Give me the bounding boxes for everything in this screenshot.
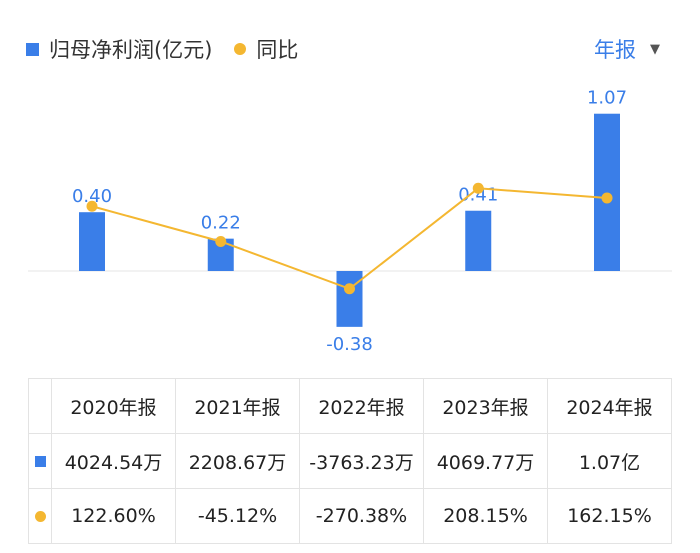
profit-chart: 0.400.22-0.380.411.07 xyxy=(28,88,672,355)
profit-cell: 1.07亿 xyxy=(547,433,672,489)
table-corner-cell xyxy=(28,378,52,434)
header-cell: 2024年报 xyxy=(547,378,672,434)
line-legend-label: 同比 xyxy=(256,38,299,62)
yoy-row-marker xyxy=(28,488,52,544)
bar-legend-label: 归母净利润(亿元) xyxy=(49,38,213,62)
yoy-point xyxy=(215,235,227,247)
yoy-row: 122.60% -45.12% -270.38% 208.15% 162.15% xyxy=(28,488,672,544)
profit-bar xyxy=(79,212,105,271)
profit-bar xyxy=(336,271,363,327)
period-selector[interactable]: 年报 ▼ xyxy=(594,34,660,64)
yoy-point xyxy=(86,200,98,212)
profit-cell: -3763.23万 xyxy=(299,433,424,489)
header-cell: 2023年报 xyxy=(423,378,548,434)
bar-value-label: 1.07 xyxy=(587,88,627,109)
table-header-row: 2020年报 2021年报 2022年报 2023年报 2024年报 xyxy=(28,378,672,434)
bar-value-label: -0.38 xyxy=(326,334,373,355)
yoy-cell: -45.12% xyxy=(175,488,300,544)
profit-row-marker xyxy=(28,433,52,489)
yoy-cell: 162.15% xyxy=(547,488,672,544)
header-cell: 2022年报 xyxy=(299,378,424,434)
profit-cell: 2208.67万 xyxy=(175,433,300,489)
profit-bar xyxy=(465,210,492,271)
yoy-cell: 208.15% xyxy=(423,488,548,544)
yoy-point xyxy=(344,283,355,295)
profit-cell: 4069.77万 xyxy=(423,433,548,489)
profit-cell: 4024.54万 xyxy=(51,433,176,489)
header-cell: 2020年报 xyxy=(51,378,176,434)
period-label: 年报 xyxy=(594,38,636,62)
line-legend-marker xyxy=(234,43,247,55)
yoy-cell: 122.60% xyxy=(51,488,176,544)
bar-value-label: 0.22 xyxy=(201,213,241,234)
bar-legend-marker xyxy=(26,42,39,56)
profit-row: 4024.54万 2208.67万 -3763.23万 4069.77万 1.0… xyxy=(28,433,672,489)
profit-bar xyxy=(594,113,620,272)
chevron-down-icon: ▼ xyxy=(650,41,660,57)
yoy-cell: -270.38% xyxy=(299,488,424,544)
chart-legend: 归母净利润(亿元) 同比 xyxy=(26,34,298,64)
header-cell: 2021年报 xyxy=(175,378,300,434)
data-table: 2020年报 2021年报 2022年报 2023年报 2024年报 4024.… xyxy=(28,378,672,544)
bar-value-label: 0.40 xyxy=(72,186,112,207)
yoy-point xyxy=(601,192,613,204)
yoy-point xyxy=(472,182,484,194)
